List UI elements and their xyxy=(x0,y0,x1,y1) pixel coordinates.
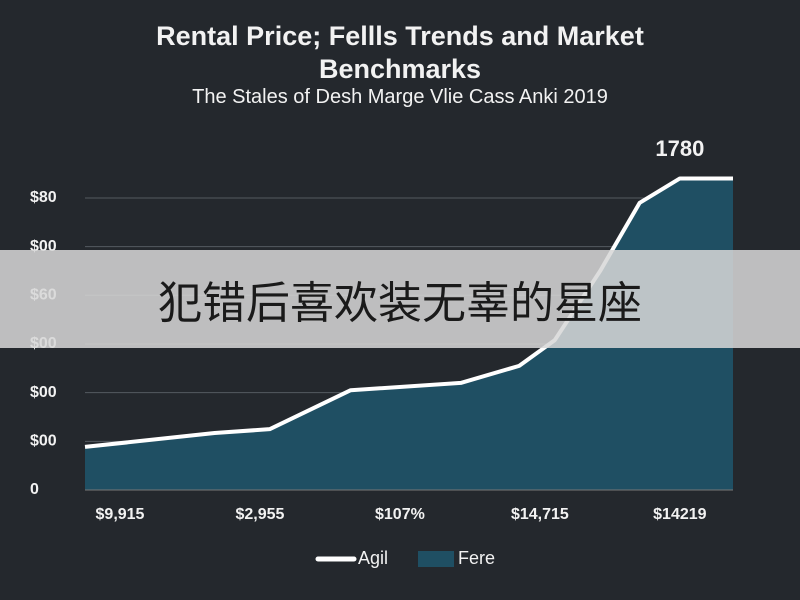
area xyxy=(85,178,733,490)
x-tick-label: $14219 xyxy=(653,506,706,523)
chart-subtitle: The Stales of Desh Marge Vlie Cass Anki … xyxy=(192,86,608,108)
legend-label: Fere xyxy=(458,548,495,568)
y-tick-label: 0 xyxy=(30,481,39,498)
legend-swatch xyxy=(418,551,454,567)
line xyxy=(84,176,733,449)
chart-title: Rental Price; Fellls Trends and Market B… xyxy=(156,21,644,84)
x-tick-label: $9,915 xyxy=(96,506,145,523)
y-tick-label: $80 xyxy=(30,189,57,206)
x-tick-label: $107% xyxy=(375,506,425,523)
x-tick-label: $2,955 xyxy=(235,506,284,523)
x-tick-label: $14,715 xyxy=(511,506,569,523)
y-tick-label: $00 xyxy=(30,433,57,450)
annotation: 1780 xyxy=(655,136,704,161)
y-tick-label: $00 xyxy=(30,384,57,401)
overlay-banner: 犯错后喜欢装无辜的星座 xyxy=(0,250,800,348)
legend-label: Agil xyxy=(358,548,388,568)
